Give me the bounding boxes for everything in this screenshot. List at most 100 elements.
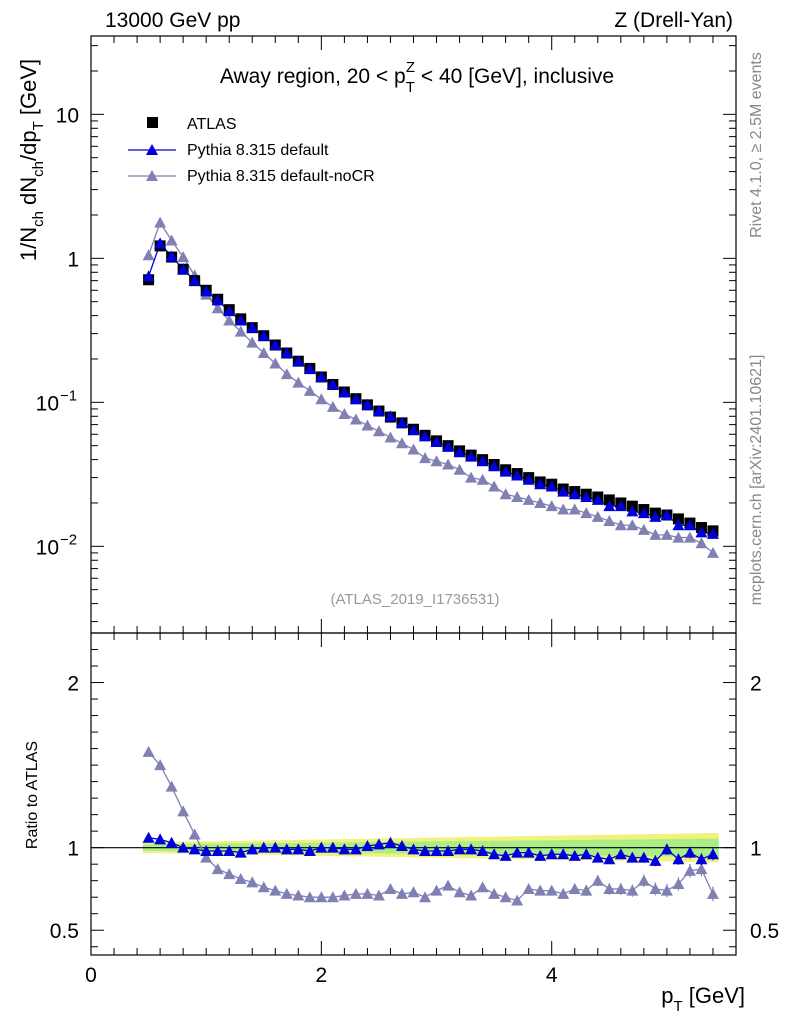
nocr-point xyxy=(395,437,408,449)
nocr-point xyxy=(626,519,639,531)
default-point xyxy=(430,436,443,448)
default-point xyxy=(683,519,696,531)
default-point xyxy=(419,430,432,442)
ratio-nocr-point xyxy=(315,891,328,903)
ratio-nocr-point xyxy=(545,884,558,896)
ratio-nocr-point xyxy=(488,887,501,899)
ratio-nocr-point xyxy=(407,886,420,898)
x-tick-label: 4 xyxy=(546,964,558,987)
ratio-series-layer xyxy=(142,745,719,906)
default-point xyxy=(695,526,708,538)
ratio-default-point xyxy=(580,848,593,860)
nocr-point xyxy=(165,234,178,246)
rivet-version-label: Rivet 4.1.0, ≥ 2.5M events xyxy=(748,52,765,238)
x-tick-label: 0 xyxy=(85,964,97,987)
ratio-default-point xyxy=(522,846,535,858)
nocr-point xyxy=(649,528,662,540)
default-point xyxy=(395,416,408,428)
main-y-tick-label: 1 xyxy=(67,248,79,271)
x-tick-label: 2 xyxy=(316,964,328,987)
atlas-point xyxy=(603,494,615,506)
default-point xyxy=(499,465,512,477)
nocr-point xyxy=(349,413,362,425)
ratio-default-point xyxy=(534,849,547,861)
ratio-default-point xyxy=(419,844,432,856)
ratio-default-point xyxy=(511,846,524,858)
default-point xyxy=(223,305,236,317)
ratio-default-point xyxy=(499,849,512,861)
ratio-default-point xyxy=(338,843,351,855)
nocr-point xyxy=(545,500,558,512)
nocr-point xyxy=(257,347,270,359)
ratio-nocr-point xyxy=(683,864,696,876)
ratio-y-tick-label-right: 2 xyxy=(750,673,762,696)
ratio-default-point xyxy=(188,843,201,855)
ratio-default-point xyxy=(303,844,316,856)
ratio-default-point xyxy=(591,851,604,863)
main-y-tick-label: 10 xyxy=(36,536,59,559)
ratio-nocr-point xyxy=(395,887,408,899)
ratio-default-point xyxy=(683,846,696,858)
ratio-default-point xyxy=(603,853,616,865)
default-point xyxy=(269,339,282,351)
nocr-point xyxy=(637,523,650,535)
nocr-point xyxy=(292,376,305,388)
nocr-point xyxy=(591,510,604,522)
main-y-tick-exponent: −1 xyxy=(60,387,77,404)
default-point xyxy=(626,505,639,517)
ratio-nocr-point xyxy=(476,881,489,893)
ratio-y-axis-label: Ratio to ATLAS xyxy=(24,741,41,849)
nocr-point xyxy=(476,473,489,485)
ratio-default-point xyxy=(142,831,155,843)
default-point xyxy=(465,450,478,462)
main-y-tick-exponent: −2 xyxy=(60,531,77,548)
default-point xyxy=(165,250,178,262)
nocr-point xyxy=(361,419,374,431)
ratio-default-point xyxy=(361,840,374,852)
ratio-default-point xyxy=(234,846,247,858)
ratio-y-tick-label: 0.5 xyxy=(50,920,79,943)
ratio-axis-ticks xyxy=(90,633,737,955)
atlas-point xyxy=(672,513,684,525)
ratio-nocr-point xyxy=(419,891,432,903)
ratio-default-point xyxy=(246,843,259,855)
ratio-default-point xyxy=(372,838,385,850)
nocr-point xyxy=(338,407,351,419)
ratio-nocr-point xyxy=(453,886,466,898)
nocr-point xyxy=(326,400,339,412)
ratio-default-point xyxy=(557,848,570,860)
default-point xyxy=(142,270,155,282)
main-axis-ticks xyxy=(90,36,737,633)
ratio-nocr-point xyxy=(223,868,236,880)
ratio-nocr-point xyxy=(672,877,685,889)
default-point xyxy=(292,355,305,367)
ratio-default-point xyxy=(257,841,270,853)
default-point xyxy=(200,285,213,297)
ratio-default-point xyxy=(177,841,190,853)
ratio-default-point xyxy=(407,843,420,855)
default-point xyxy=(672,519,685,531)
ratio-default-point xyxy=(649,854,662,866)
default-point xyxy=(580,491,593,503)
ratio-nocr-point xyxy=(649,882,662,894)
nocr-point xyxy=(419,452,432,464)
default-point xyxy=(338,386,351,398)
default-point xyxy=(407,424,420,436)
ratio-default-point xyxy=(349,843,362,855)
default-point xyxy=(361,398,374,410)
ratio-nocr-point xyxy=(177,805,190,817)
nocr-point xyxy=(453,463,466,475)
nocr-point xyxy=(442,458,455,470)
ratio-default-point xyxy=(660,843,673,855)
ratio-default-point xyxy=(706,848,719,860)
ratio-nocr-point xyxy=(614,882,627,894)
nocr-point xyxy=(142,249,155,261)
ratio-default-point xyxy=(200,844,213,856)
nocr-point xyxy=(154,216,167,228)
default-point xyxy=(453,446,466,458)
ratio-nocr-point xyxy=(280,887,293,899)
ratio-default-point xyxy=(395,840,408,852)
main-y-tick-label: 10 xyxy=(36,392,59,415)
nocr-point xyxy=(568,503,581,515)
